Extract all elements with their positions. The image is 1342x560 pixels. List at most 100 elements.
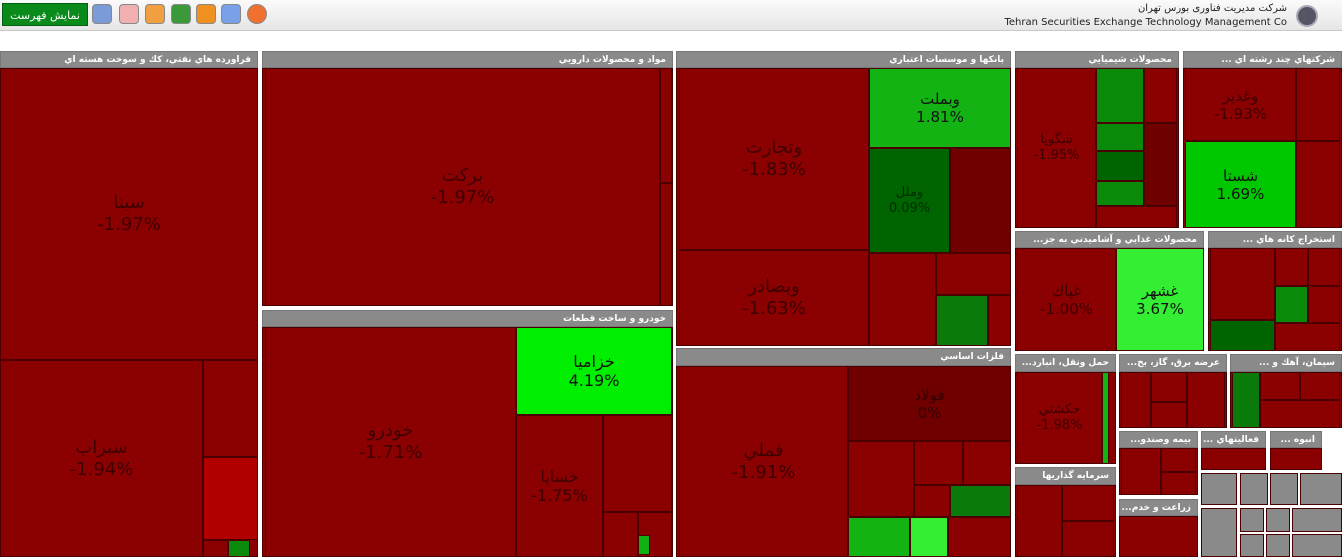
stock-tile: [203, 457, 258, 540]
stock-change: -1.83%: [742, 159, 806, 180]
sector-title: بيمه وصندو...: [1119, 431, 1198, 448]
stock-change: -1.93%: [1213, 104, 1268, 123]
stock-tile: وبصادر -1.63%: [679, 250, 869, 346]
stock-symbol: خودرو: [367, 420, 414, 442]
stock-tile: [1210, 248, 1275, 320]
sector-title: حمل ونقل، انبارد...: [1015, 354, 1116, 372]
stock-tile: [948, 517, 1011, 557]
stock-tile: حكشتي -1.98%: [1017, 372, 1102, 464]
sector-title: خودرو و ساخت قطعات: [262, 310, 673, 327]
stock-tile: [1296, 141, 1340, 228]
stock-tile: [1187, 372, 1225, 428]
stock-tile: [848, 517, 910, 557]
stock-tile: [950, 148, 1011, 253]
stock-tile: سبراب -1.94%: [0, 360, 203, 557]
stock-tile: وبملت 1.81%: [869, 68, 1011, 148]
stock-tile: فملي -1.91%: [679, 366, 848, 557]
stock-tile: [869, 253, 936, 346]
stock-symbol: خزاميا: [573, 351, 615, 371]
stock-tile: [1102, 372, 1109, 464]
sector-body: [1270, 448, 1322, 470]
stock-tile: [936, 253, 1011, 295]
icon[interactable]: [92, 4, 112, 24]
icon[interactable]: [171, 4, 191, 24]
stock-tile: خودرو -1.71%: [265, 327, 516, 557]
stock-tile: [1260, 400, 1340, 428]
show-list-button[interactable]: نمايش فهرست: [2, 3, 88, 26]
stock-symbol: غپاك: [1051, 281, 1082, 300]
sector-title: فلزات اساسي: [676, 348, 1011, 366]
stock-tile: [1308, 286, 1340, 323]
stock-change: -1.63%: [742, 298, 806, 319]
sector-title: سرمايه گذاريها: [1015, 467, 1116, 485]
stock-tile: سينا -1.97%: [0, 68, 258, 360]
stock-tile: [1275, 286, 1308, 323]
stock-tile: [203, 540, 228, 557]
stock-symbol: فولاد: [914, 385, 945, 404]
stock-tile: [1210, 320, 1275, 351]
stock-tile: بركت -1.97%: [265, 68, 660, 306]
stock-change: 1.69%: [1216, 184, 1265, 203]
sector-title: انبوه ...: [1270, 431, 1322, 448]
small-sector: [1266, 508, 1290, 532]
icon[interactable]: [247, 4, 267, 24]
stock-change: -1.94%: [69, 458, 134, 480]
stock-tile: [848, 441, 914, 517]
stock-tile: [1096, 123, 1144, 151]
icon[interactable]: [196, 4, 216, 24]
sector-title: بانكها و موسسات اعتباري: [676, 51, 1011, 68]
stock-change: 0.09%: [888, 200, 931, 216]
small-sector: [1292, 508, 1342, 532]
stock-tile: شستا 1.69%: [1185, 141, 1296, 228]
sector-title: زراعت و خدم...: [1119, 499, 1198, 516]
stock-tile: [1161, 448, 1196, 472]
stock-tile: [910, 517, 948, 557]
stock-tile: [936, 295, 988, 346]
stock-tile: فولاد 0%: [848, 366, 1011, 441]
stock-tile: [1062, 521, 1114, 557]
stock-symbol: سبراب: [75, 436, 128, 458]
sector-title: فراورده هاي نفتي، كك و سوخت هسته اي: [0, 51, 258, 68]
stock-tile: [963, 441, 1011, 485]
sector-body: [1201, 448, 1266, 470]
small-sector: [1300, 473, 1342, 505]
stock-symbol: فملي: [743, 439, 784, 461]
stock-change: -1.98%: [1036, 418, 1083, 433]
stock-tile: [203, 360, 258, 457]
stock-tile: [1144, 68, 1177, 123]
small-sector: [1201, 508, 1237, 557]
small-sector: [1266, 534, 1290, 557]
stock-symbol: سينا: [113, 192, 145, 214]
stock-tile: [1096, 151, 1144, 181]
icon[interactable]: [145, 4, 165, 24]
stock-tile: [1161, 472, 1196, 495]
stock-symbol: حكشتي: [1038, 402, 1081, 418]
stock-tile: غشهر 3.67%: [1116, 248, 1204, 351]
small-sector: [1240, 508, 1264, 532]
stock-tile: [1017, 485, 1062, 557]
stock-tile: [1096, 181, 1144, 206]
stock-change: -1.71%: [358, 442, 423, 463]
stock-change: -1.97%: [97, 214, 161, 235]
icon[interactable]: [119, 4, 139, 24]
sector-body: [1119, 516, 1198, 557]
stock-change: -1.00%: [1039, 299, 1094, 318]
stock-tile: [988, 295, 1011, 346]
stock-symbol: وبملت: [920, 90, 960, 108]
stock-tile: وغدير -1.93%: [1185, 68, 1296, 141]
sector-title: محصولات غذايي و آشاميدني به جز...: [1015, 231, 1204, 248]
stock-tile: [660, 68, 672, 183]
small-sector: [1292, 534, 1342, 557]
stock-tile: [1144, 123, 1177, 206]
stock-tile: خساپا -1.75%: [516, 415, 603, 557]
icon[interactable]: [221, 4, 241, 24]
stock-symbol: وملل: [895, 184, 924, 200]
stock-symbol: شگويا: [1040, 132, 1073, 148]
stock-symbol: وبصادر: [748, 276, 800, 298]
stock-tile: [1151, 372, 1187, 402]
stock-tile: [603, 512, 638, 557]
stock-tile: [1300, 372, 1340, 400]
stock-tile: [914, 485, 950, 517]
stock-change: -1.95%: [1033, 148, 1080, 163]
